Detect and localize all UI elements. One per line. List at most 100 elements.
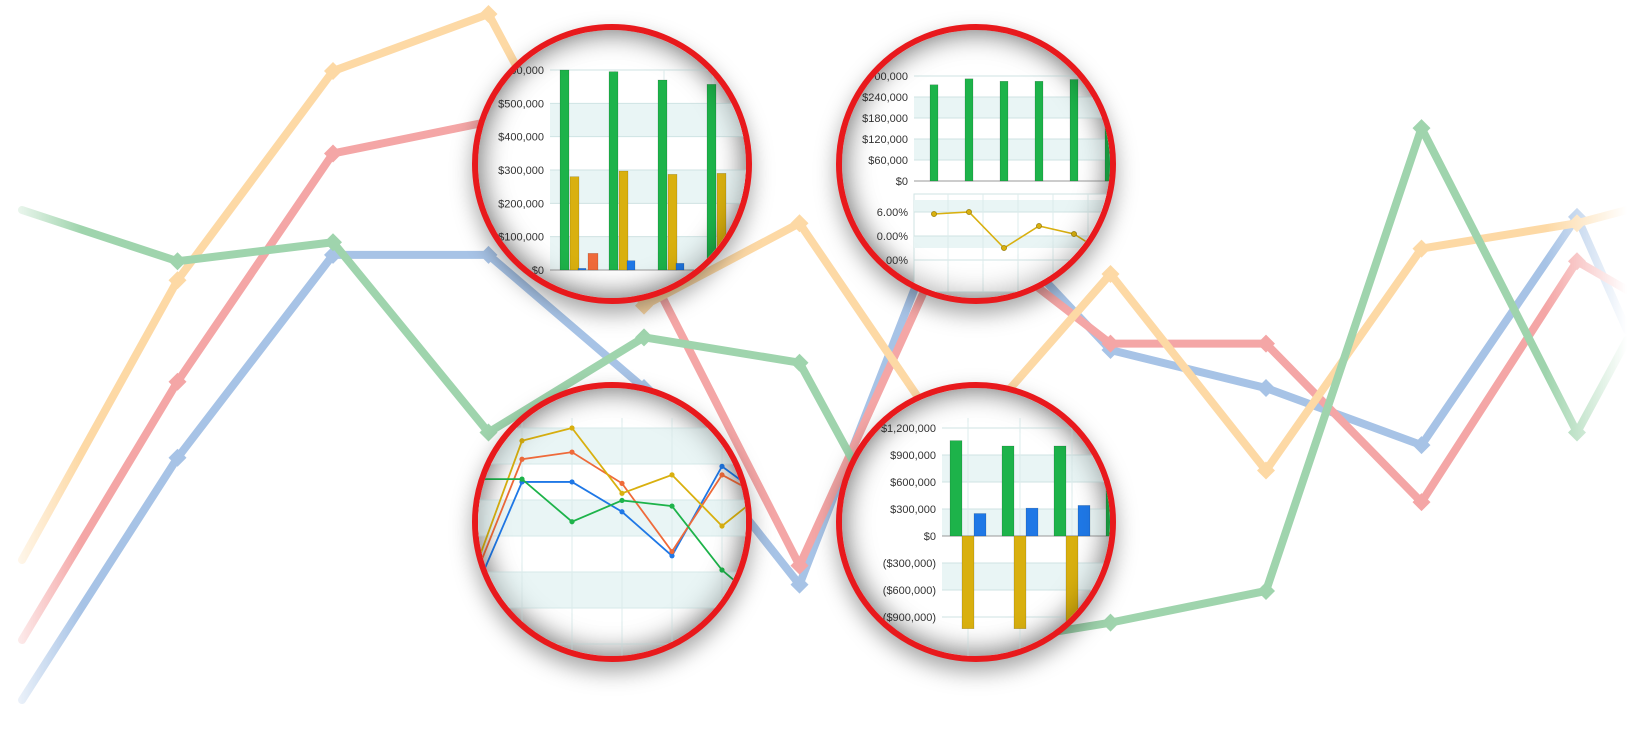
- y-tick-label: $60,000: [868, 155, 908, 167]
- bar: [1034, 81, 1044, 182]
- bar: [961, 535, 975, 629]
- y-tick-label: 6.00%: [877, 207, 908, 219]
- y-tick-label: $200,000: [498, 198, 544, 210]
- y-tick-label: $100,000: [498, 232, 544, 244]
- bar: [667, 174, 678, 271]
- bar: [929, 84, 939, 182]
- bar: [657, 79, 668, 271]
- y-tick-label: ($900,000): [883, 612, 936, 624]
- background-point: [1568, 214, 1586, 233]
- y-tick-label: 00,000: [874, 71, 908, 83]
- series-point: [619, 480, 625, 486]
- percent-point: [1036, 223, 1042, 229]
- zoom-lens-grouped-bar-chart: $0 $100,000 $200,000 $300,000 $400,000 $500,0…: [472, 24, 752, 304]
- y-tick-label: .00%: [883, 255, 908, 267]
- series-point: [619, 509, 625, 515]
- background-point: [324, 144, 342, 163]
- y-tick-label: $180,000: [862, 113, 908, 125]
- y-tick-label: $120,000: [862, 134, 908, 146]
- bar: [999, 81, 1009, 182]
- grid-band: [914, 200, 1110, 212]
- series-point: [669, 553, 675, 559]
- series-point: [669, 472, 675, 478]
- y-tick-label: $600,000: [890, 477, 936, 489]
- bar: [1053, 445, 1067, 537]
- background-point: [1412, 119, 1431, 138]
- series-point: [619, 497, 625, 504]
- bar: [559, 69, 570, 271]
- background-series-line: [18, 117, 1627, 644]
- bar: [964, 78, 974, 182]
- bar: [716, 173, 727, 271]
- y-tick-label: $500,000: [498, 98, 544, 110]
- bar: [1077, 505, 1091, 537]
- background-point: [1568, 423, 1586, 442]
- background-point: [1412, 493, 1431, 512]
- bar: [1104, 79, 1110, 182]
- y-tick-label: $0: [532, 265, 544, 277]
- series-point: [719, 567, 725, 573]
- grid-band: [942, 455, 1110, 482]
- bar: [569, 176, 580, 271]
- series-point: [569, 479, 575, 485]
- bar: [587, 253, 599, 271]
- y-tick-label: $900,000: [890, 450, 936, 462]
- background-point: [479, 245, 498, 264]
- series-point: [569, 449, 575, 455]
- bar: [1069, 79, 1079, 182]
- bar: [577, 268, 587, 271]
- background-point: [1257, 379, 1275, 398]
- y-tick-label: ($300,000): [883, 558, 936, 570]
- background-point: [168, 448, 187, 467]
- grid-band: [914, 236, 1110, 248]
- background-point: [1257, 581, 1275, 600]
- bar: [1065, 535, 1079, 629]
- background-point: [1101, 334, 1120, 353]
- background-point: [1257, 334, 1275, 353]
- series-point: [619, 490, 625, 496]
- y-tick-label: $0: [924, 531, 936, 543]
- y-tick-label: ($600,000): [883, 585, 936, 597]
- series-point: [519, 456, 525, 462]
- bar: [706, 84, 717, 271]
- background-point: [1412, 239, 1431, 258]
- grid-band: [550, 170, 746, 204]
- bar: [608, 71, 619, 271]
- background-series-line: [18, 124, 1627, 652]
- series-point: [519, 438, 525, 444]
- background-point: [635, 328, 653, 347]
- background-point: [168, 252, 187, 271]
- bar: [1105, 445, 1110, 537]
- bar: [626, 260, 636, 271]
- background-point: [790, 556, 809, 575]
- series-point: [719, 472, 725, 478]
- background-series-line: [18, 10, 1627, 564]
- series-point: [719, 463, 725, 469]
- y-tick-label: $0: [896, 176, 908, 188]
- background-point: [168, 271, 187, 290]
- background-point: [479, 5, 498, 23]
- zoom-lens-positive-negative-bar-chart: ($900,000) ($600,000) ($300,000) $0 $300,000…: [836, 382, 1116, 662]
- grid-band: [550, 236, 746, 270]
- background-point: [1257, 461, 1275, 480]
- y-tick-label: $1,200,000: [881, 423, 936, 435]
- zoom-lens-bar-and-percent-line-chart: $0 $60,000 $120,000 $180,000 $240,000 00,000 6…: [836, 24, 1116, 304]
- y-tick-label: $300,000: [890, 504, 936, 516]
- bar: [618, 170, 629, 271]
- percent-point: [931, 211, 937, 217]
- series-point: [519, 476, 525, 482]
- grid-band: [478, 428, 746, 464]
- background-point: [324, 62, 342, 81]
- bar: [1001, 445, 1015, 537]
- bar: [949, 440, 963, 537]
- background-point: [790, 214, 809, 233]
- percent-point: [966, 209, 972, 215]
- y-tick-label: 0.00%: [877, 231, 908, 243]
- background-point: [1412, 436, 1431, 455]
- percent-point: [1071, 231, 1077, 237]
- background-point: [790, 353, 809, 372]
- background-point: [168, 372, 187, 391]
- y-tick-label: $240,000: [862, 92, 908, 104]
- bar: [675, 263, 685, 271]
